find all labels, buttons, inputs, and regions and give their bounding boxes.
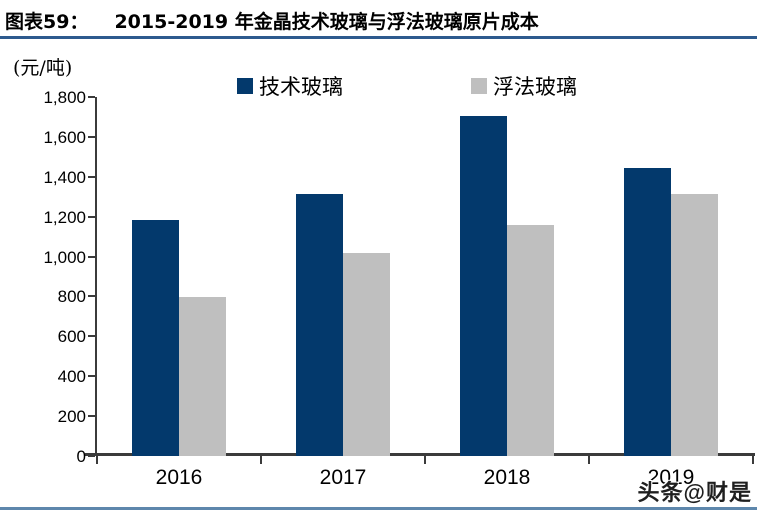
y-tick-label: 1,600 bbox=[43, 127, 86, 147]
x-category-label: 2016 bbox=[155, 466, 203, 489]
y-tick bbox=[88, 175, 95, 178]
x-category-label: 2017 bbox=[319, 466, 367, 489]
x-tick bbox=[260, 456, 262, 464]
y-tick bbox=[88, 255, 95, 258]
y-tick bbox=[88, 135, 95, 138]
x-tick bbox=[588, 456, 590, 464]
x-category-label: 2018 bbox=[483, 466, 531, 489]
watermark: 头条@财是 bbox=[637, 480, 752, 505]
x-tick bbox=[752, 456, 754, 464]
legend-swatch-float-glass bbox=[471, 78, 487, 94]
y-tick-label: 0 bbox=[76, 447, 86, 466]
bar-浮法玻璃-2018 bbox=[507, 225, 554, 456]
legend-label-float-glass: 浮法玻璃 bbox=[493, 75, 577, 99]
y-tick-label: 800 bbox=[57, 287, 86, 307]
bar-浮法玻璃-2017 bbox=[343, 253, 390, 456]
y-axis-line bbox=[95, 97, 97, 456]
legend-item-float-glass: 浮法玻璃 bbox=[471, 71, 577, 101]
title-underline-rule bbox=[0, 36, 757, 39]
figure-number-label: 图表59： bbox=[5, 11, 89, 33]
figure-title: 2015-2019 年金晶技术玻璃与浮法玻璃原片成本 bbox=[114, 11, 539, 33]
legend-label-technical-glass: 技术玻璃 bbox=[259, 75, 343, 99]
y-tick bbox=[88, 215, 95, 218]
x-axis-line bbox=[85, 453, 755, 456]
bar-技术玻璃-2017 bbox=[296, 194, 343, 456]
legend-item-technical-glass: 技术玻璃 bbox=[237, 71, 343, 101]
y-tick-label: 1,000 bbox=[43, 247, 86, 267]
y-tick bbox=[88, 335, 95, 338]
y-tick-label: 1,200 bbox=[43, 207, 86, 227]
y-tick-label: 600 bbox=[57, 327, 86, 347]
y-axis-unit-label: (元/吨) bbox=[13, 57, 73, 79]
bar-技术玻璃-2016 bbox=[132, 220, 179, 456]
x-tick bbox=[96, 456, 98, 464]
y-tick-label: 1,800 bbox=[43, 88, 86, 107]
y-tick bbox=[88, 455, 95, 457]
figure-header: 图表59： 2015-2019 年金晶技术玻璃与浮法玻璃原片成本 bbox=[5, 7, 539, 34]
bar-浮法玻璃-2016 bbox=[179, 297, 226, 456]
x-category-label: 2019 bbox=[647, 466, 695, 489]
y-tick bbox=[88, 96, 95, 98]
bottom-border-rule bbox=[0, 507, 757, 510]
x-tick bbox=[424, 456, 426, 464]
y-tick bbox=[88, 415, 95, 418]
y-tick-label: 400 bbox=[57, 367, 86, 387]
y-tick bbox=[88, 375, 95, 378]
y-tick bbox=[88, 295, 95, 298]
bar-技术玻璃-2019 bbox=[624, 168, 671, 456]
bar-浮法玻璃-2019 bbox=[671, 194, 718, 456]
legend-swatch-technical-glass bbox=[237, 78, 253, 94]
y-tick-label: 200 bbox=[57, 407, 86, 427]
y-tick-label: 1,400 bbox=[43, 167, 86, 187]
bar-技术玻璃-2018 bbox=[460, 116, 507, 456]
